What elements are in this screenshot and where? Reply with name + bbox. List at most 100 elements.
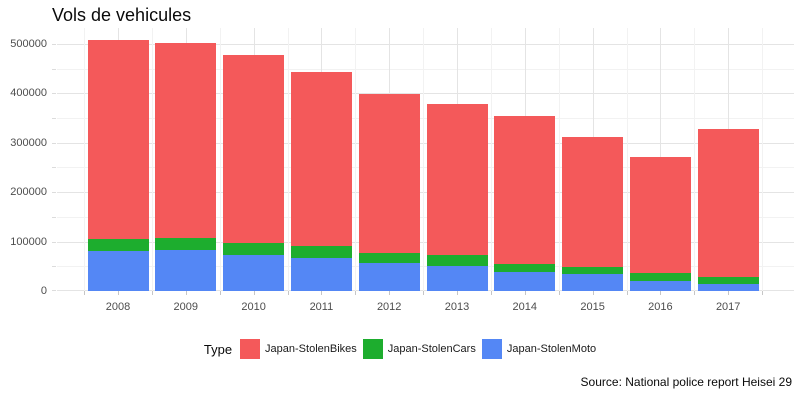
gridline-minor-h [57, 266, 794, 268]
y-tick-label: 300000 [10, 136, 47, 149]
bar-segment-japan-stolenmoto-2008 [87, 251, 149, 291]
bar-segment-japan-stolenbikes-2015 [562, 137, 624, 268]
bar-segment-japan-stolencars-2008 [87, 238, 149, 252]
legend-item: Japan-StolenMoto [481, 339, 597, 359]
y-axis-tick [52, 290, 56, 291]
legend-swatch [362, 339, 383, 359]
bar-segment-japan-stolenmoto-2014 [494, 272, 556, 291]
gridline-minor-v [558, 28, 560, 291]
x-axis-tick [626, 291, 628, 295]
x-axis-tick [558, 291, 560, 295]
x-tick-label: 2015 [580, 301, 605, 313]
legend-item-label: Japan-StolenCars [387, 343, 476, 355]
y-axis-tick [52, 117, 56, 119]
legend: Type Japan-StolenBikes Japan-StolenCars Ja… [0, 339, 800, 359]
gridline-major-h [57, 290, 794, 291]
bar-segment-japan-stolenmoto-2016 [629, 280, 691, 291]
gridline-minor-v [490, 28, 492, 291]
x-axis-tick [423, 291, 425, 295]
x-tick-label: 2017 [715, 301, 741, 313]
bar-segment-japan-stolenbikes-2008 [87, 40, 149, 239]
x-tick-label: 2016 [648, 301, 673, 313]
x-axis-tick [355, 291, 357, 295]
bar-segment-japan-stolencars-2015 [562, 267, 624, 275]
bar-segment-japan-stolenmoto-2009 [155, 250, 217, 291]
legend-swatch [240, 339, 261, 359]
bar-segment-japan-stolencars-2013 [426, 255, 488, 267]
x-axis-tick [118, 291, 119, 295]
y-axis-tick [52, 192, 56, 194]
bar-segment-japan-stolenbikes-2011 [290, 71, 352, 246]
gridline-minor-v [84, 28, 86, 291]
bar-segment-japan-stolenbikes-2016 [629, 156, 691, 274]
bar-segment-japan-stolenbikes-2010 [223, 55, 285, 243]
gridline-minor-v [219, 28, 221, 291]
gridline-minor-h [57, 167, 794, 169]
gridline-minor-v [151, 28, 153, 291]
x-axis-tick [389, 291, 391, 295]
bar-segment-japan-stolenbikes-2013 [426, 104, 488, 256]
bar-segment-japan-stolencars-2014 [494, 263, 556, 273]
bar-segment-japan-stolenmoto-2013 [426, 266, 488, 291]
x-axis-tick [524, 291, 526, 295]
chart-title: Vols de vehicules [52, 5, 192, 25]
y-axis-tick [52, 167, 56, 169]
y-tick-label: 500000 [10, 37, 47, 50]
gridline-minor-h [57, 216, 794, 218]
y-tick-label: 0 [40, 285, 47, 297]
y-axis-tick [52, 43, 56, 45]
legend-swatch [481, 339, 502, 359]
y-tick-label: 400000 [10, 87, 47, 100]
bar-segment-japan-stolencars-2009 [155, 238, 217, 251]
gridline-major-h [57, 241, 794, 243]
bar-segment-japan-stolenbikes-2017 [697, 129, 759, 278]
gridline-minor-h [57, 117, 794, 119]
x-tick-label: 2013 [444, 301, 470, 313]
y-axis-tick [52, 241, 56, 243]
bar-segment-japan-stolencars-2011 [290, 245, 352, 258]
bar-segment-japan-stolenmoto-2015 [562, 274, 624, 291]
gridline-major-h [57, 43, 794, 45]
x-axis-tick [660, 291, 662, 295]
x-axis-tick [592, 291, 594, 295]
bar-segment-japan-stolenmoto-2010 [223, 254, 285, 291]
x-axis-tick [253, 291, 255, 295]
gridline-major-h [57, 93, 794, 95]
y-tick-label: 100000 [10, 235, 47, 248]
legend-title: Type [203, 341, 233, 357]
x-axis-tick [287, 291, 289, 295]
gridline-minor-v [287, 28, 289, 291]
x-tick-label: 2012 [376, 301, 402, 313]
legend-item-label: Japan-StolenMoto [506, 343, 597, 355]
x-axis-tick [321, 291, 323, 295]
bar-segment-japan-stolencars-2012 [358, 252, 420, 263]
x-axis-tick [694, 291, 696, 295]
gridline-minor-v [762, 28, 764, 291]
bar-segment-japan-stolenmoto-2017 [697, 283, 759, 291]
bar-segment-japan-stolencars-2010 [223, 242, 285, 255]
gridline-major-h [57, 142, 794, 144]
x-tick-label: 2008 [105, 301, 131, 313]
legend-item-label: Japan-StolenBikes [265, 343, 357, 355]
bar-segment-japan-stolencars-2016 [629, 273, 691, 281]
x-axis-tick [762, 291, 764, 295]
y-axis-tick [52, 93, 56, 95]
gridline-minor-v [626, 28, 628, 291]
bar-segment-japan-stolenbikes-2014 [494, 116, 556, 264]
legend-item: Japan-StolenCars [362, 339, 476, 359]
bar-segment-japan-stolenbikes-2012 [358, 94, 420, 253]
gridline-minor-v [694, 28, 696, 291]
legend-items: Japan-StolenBikes Japan-StolenCars Japan-S… [240, 339, 596, 359]
plot-panel [57, 28, 794, 291]
bar-segment-japan-stolencars-2017 [697, 277, 759, 284]
y-axis-tick [52, 216, 56, 218]
bar-segment-japan-stolenbikes-2009 [155, 42, 217, 239]
bar-segment-japan-stolenmoto-2011 [290, 257, 352, 291]
y-axis-tick [52, 266, 56, 268]
x-axis-tick [84, 291, 86, 295]
y-axis-tick [52, 142, 56, 144]
x-tick-label: 2011 [309, 301, 334, 313]
y-axis-tick [52, 68, 56, 70]
x-tick-label: 2010 [241, 301, 266, 313]
gridline-minor-v [355, 28, 357, 291]
